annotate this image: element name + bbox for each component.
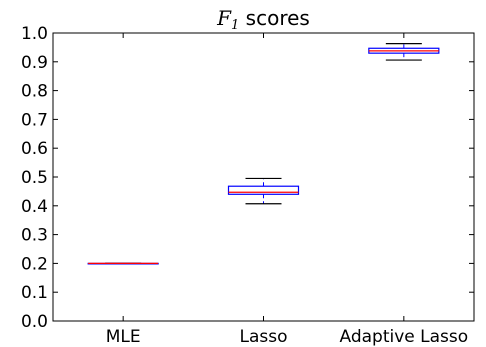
x-tick-label: Adaptive Lasso — [340, 327, 469, 347]
y-tick-label: 0.8 — [21, 82, 48, 102]
y-tick-label: 0.3 — [21, 226, 48, 246]
chart-title: F1 scores — [216, 6, 310, 33]
y-tick-label: 0.0 — [21, 312, 48, 332]
box-mle — [87, 262, 159, 265]
x-tick-label: Lasso — [239, 327, 287, 347]
y-tick-label: 0.7 — [21, 110, 48, 130]
y-axis: 0.0 0.1 0.2 0.3 0.4 0.5 0.6 0.7 0.8 0.9 1.0 — [21, 24, 474, 332]
x-tick-label: MLE — [106, 327, 141, 347]
box-adaptive-lasso — [368, 43, 440, 61]
title-symbol: F — [216, 6, 232, 30]
y-tick-label: 1.0 — [21, 24, 48, 44]
plot-frame — [52, 32, 475, 322]
title-text-part: scores — [239, 6, 310, 30]
box-rect — [227, 185, 300, 195]
title-subscript: 1 — [231, 18, 239, 33]
box-lasso — [227, 177, 300, 205]
y-tick-label: 0.2 — [21, 254, 48, 274]
y-tick-label: 0.4 — [21, 197, 48, 217]
y-tick-label: 0.1 — [21, 283, 48, 303]
y-tick-label: 0.5 — [21, 168, 48, 188]
x-axis: MLE Lasso Adaptive Lasso — [106, 33, 468, 347]
y-tick-label: 0.9 — [21, 53, 48, 73]
y-tick-label: 0.6 — [21, 139, 48, 159]
chart-title-text: F1 scores — [216, 6, 310, 33]
boxes — [87, 43, 440, 265]
